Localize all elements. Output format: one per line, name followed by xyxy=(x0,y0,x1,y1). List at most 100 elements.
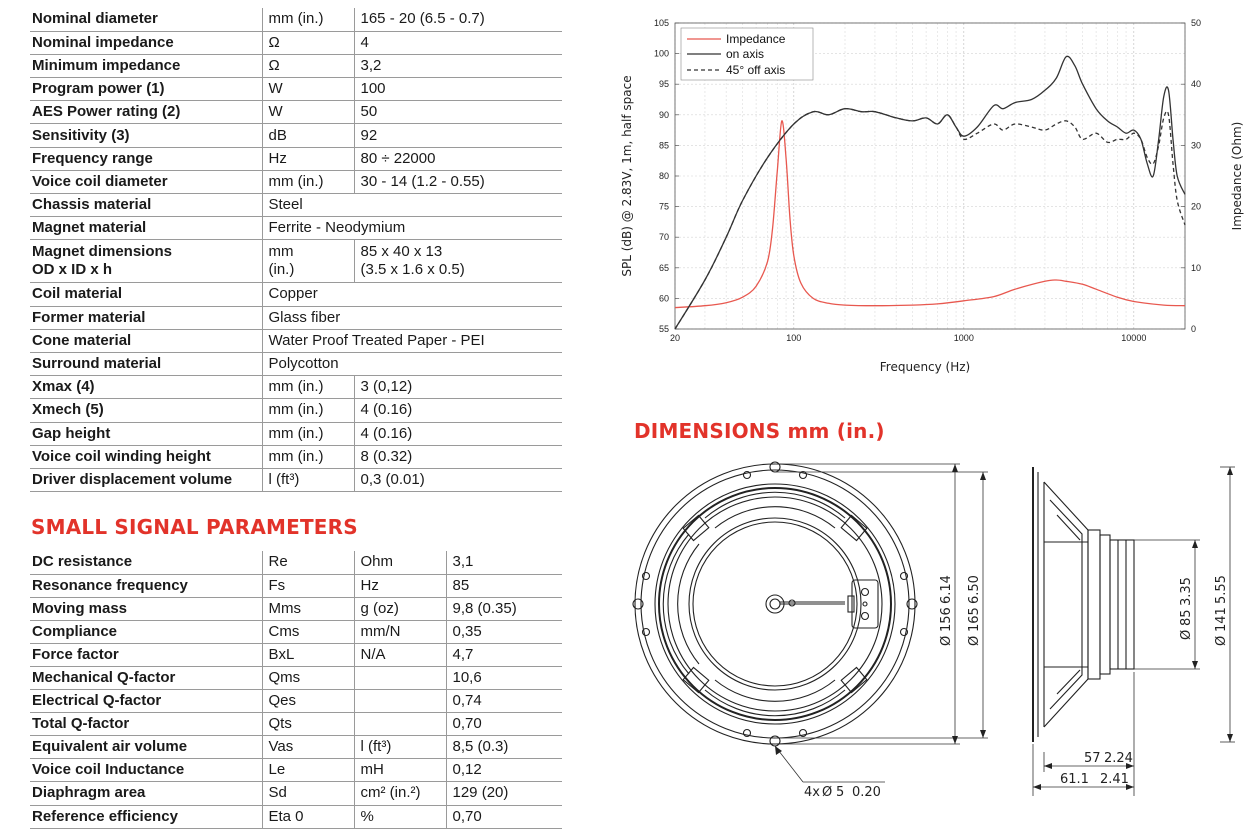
x-tick-label: 20 xyxy=(670,333,680,343)
legend-label-impedance: Impedance xyxy=(726,32,786,46)
param-unit xyxy=(353,712,446,737)
spec-row: Voice coil diameter mm (in.) 30 - 14 (1.2 … xyxy=(30,170,562,195)
y-tick-label: 100 xyxy=(654,49,669,59)
param-unit: mH xyxy=(353,758,446,783)
spec-label: Minimum impedance xyxy=(30,54,262,79)
spec-unit: W xyxy=(261,100,354,125)
small-signal-row: Mechanical Q-factor Qms 10,6 xyxy=(30,666,562,691)
small-signal-row: Electrical Q-factor Qes 0,74 xyxy=(30,689,562,714)
small-signal-row: Resonance frequency Fs Hz 85 xyxy=(30,574,562,598)
param-label: Voice coil Inductance xyxy=(30,758,262,783)
spec-row: Xmech (5) mm (in.) 4 (0.16) xyxy=(30,398,562,423)
param-label: Mechanical Q-factor xyxy=(30,666,262,691)
dim-141-in-label: 5.55 xyxy=(1214,575,1229,604)
spec-row: Chassis material Steel xyxy=(30,193,562,218)
spec-label: Program power (1) xyxy=(30,77,262,102)
param-label: Moving mass xyxy=(30,597,262,621)
dim-141-label: 141 xyxy=(1214,607,1229,632)
param-value: 8,5 (0.3) xyxy=(445,735,562,760)
param-symbol: Qts xyxy=(261,712,354,737)
param-unit: % xyxy=(353,805,446,829)
param-value: 0,74 xyxy=(445,689,562,714)
spec-label: AES Power rating (2) xyxy=(30,100,262,125)
small-signal-row: Diaphragm area Sd cm² (in.²) 129 (20) xyxy=(30,781,562,806)
svg-text:Ø: Ø xyxy=(967,636,982,646)
spec-label: Sensitivity (3) xyxy=(30,123,262,148)
spec-label: Voice coil diameter xyxy=(30,170,262,195)
spec-row: Coil material Copper xyxy=(30,282,562,307)
dim-61-in-label: 2.41 xyxy=(1100,772,1129,787)
spec-row: Surround material Polycotton xyxy=(30,352,562,377)
param-value: 0,35 xyxy=(445,620,562,644)
y2-axis-label: Impedance (Ohm) xyxy=(1230,122,1244,231)
param-symbol: Le xyxy=(261,758,354,783)
dim-156-in-label: 6.14 xyxy=(939,575,954,604)
spec-unit: Glass fiber xyxy=(261,306,562,330)
spec-label: Driver displacement volume xyxy=(30,468,262,493)
spec-row: Program power (1) W 100 xyxy=(30,77,562,102)
spec-value: 3,2 xyxy=(353,54,562,79)
spec-label: Nominal impedance xyxy=(30,31,262,55)
spec-row: Minimum impedance Ω 3,2 xyxy=(30,54,562,79)
svg-text:Ø: Ø xyxy=(822,785,832,800)
small-signal-row: Total Q-factor Qts 0,70 xyxy=(30,712,562,737)
legend-label-off-axis: 45° off axis xyxy=(726,63,785,77)
dimension-drawing: Ø 156 6.14 Ø 165 6.50 Ø 85 3.35 Ø 141 5.… xyxy=(632,461,1235,800)
spec-unit: l (ft³) xyxy=(261,468,354,493)
y2-tick-label: 30 xyxy=(1191,140,1201,150)
param-unit: l (ft³) xyxy=(353,735,446,760)
hole-count-label: 4x xyxy=(804,785,820,800)
series-line-45-off-axis xyxy=(674,108,1186,330)
spec-label: Gap height xyxy=(30,422,262,446)
spec-unit: Ferrite - Neodymium xyxy=(261,216,562,241)
y-tick-label: 85 xyxy=(659,140,669,150)
param-label: Electrical Q-factor xyxy=(30,689,262,714)
y-tick-label: 95 xyxy=(659,79,669,89)
dim-57-in-label: 2.24 xyxy=(1104,751,1133,766)
spec-label: Chassis material xyxy=(30,193,262,218)
spec-value: 4 (0.16) xyxy=(353,422,562,446)
dim-61-label: 61.1 xyxy=(1060,772,1089,787)
spec-unit: dB xyxy=(261,123,354,148)
param-value: 85 xyxy=(445,574,562,598)
series-line-on-axis xyxy=(674,55,1186,330)
chart-series xyxy=(674,55,1186,330)
spec-unit: Ω xyxy=(261,31,354,55)
spec-unit: W xyxy=(261,77,354,102)
param-symbol: Fs xyxy=(261,574,354,598)
param-value: 0,70 xyxy=(445,805,562,829)
spec-unit: mm (in.) xyxy=(261,445,354,469)
y-axis-label: SPL (dB) @ 2.83V, 1m, half space xyxy=(620,75,634,276)
mount-hole-left xyxy=(632,598,644,610)
param-symbol: Eta 0 xyxy=(261,805,354,829)
spec-value: 165 - 20 (6.5 - 0.7) xyxy=(353,8,562,32)
y-tick-label: 70 xyxy=(659,232,669,242)
spec-row: Driver displacement volume l (ft³) 0,3 (0.… xyxy=(30,468,562,493)
param-symbol: Cms xyxy=(261,620,354,644)
param-value: 10,6 xyxy=(445,666,562,691)
spec-value: 85 x 40 x 13 (3.5 x 1.6 x 0.5) xyxy=(353,239,562,284)
y-tick-label: 55 xyxy=(659,324,669,334)
param-symbol: Qes xyxy=(261,689,354,714)
y-tick-label: 75 xyxy=(659,202,669,212)
svg-text:Ø: Ø xyxy=(1214,636,1229,646)
spec-row: Magnet dimensions OD x ID x h mm (in.) 85 x … xyxy=(30,239,562,284)
side-view xyxy=(1032,467,1135,742)
hole-diameter-label: 5 xyxy=(836,785,844,800)
x-axis-label: Frequency (Hz) xyxy=(880,360,971,374)
param-value: 9,8 (0.35) xyxy=(445,597,562,621)
param-label: Force factor xyxy=(30,643,262,667)
dim-165-label: 165 xyxy=(967,607,982,632)
param-symbol: Qms xyxy=(261,666,354,691)
param-value: 129 (20) xyxy=(445,781,562,806)
param-value: 3,1 xyxy=(445,551,562,575)
y2-tick-label: 10 xyxy=(1191,263,1201,273)
spec-unit: mm (in.) xyxy=(261,398,354,423)
param-value: 0,70 xyxy=(445,712,562,737)
spec-row: Former material Glass fiber xyxy=(30,306,562,330)
spec-unit: Water Proof Treated Paper - PEI xyxy=(261,329,562,353)
param-value: 0,12 xyxy=(445,758,562,783)
small-signal-row: Equivalent air volume Vas l (ft³) 8,5 (0.3) xyxy=(30,735,562,760)
param-unit xyxy=(353,689,446,714)
legend-label-on-axis: on axis xyxy=(726,47,764,61)
